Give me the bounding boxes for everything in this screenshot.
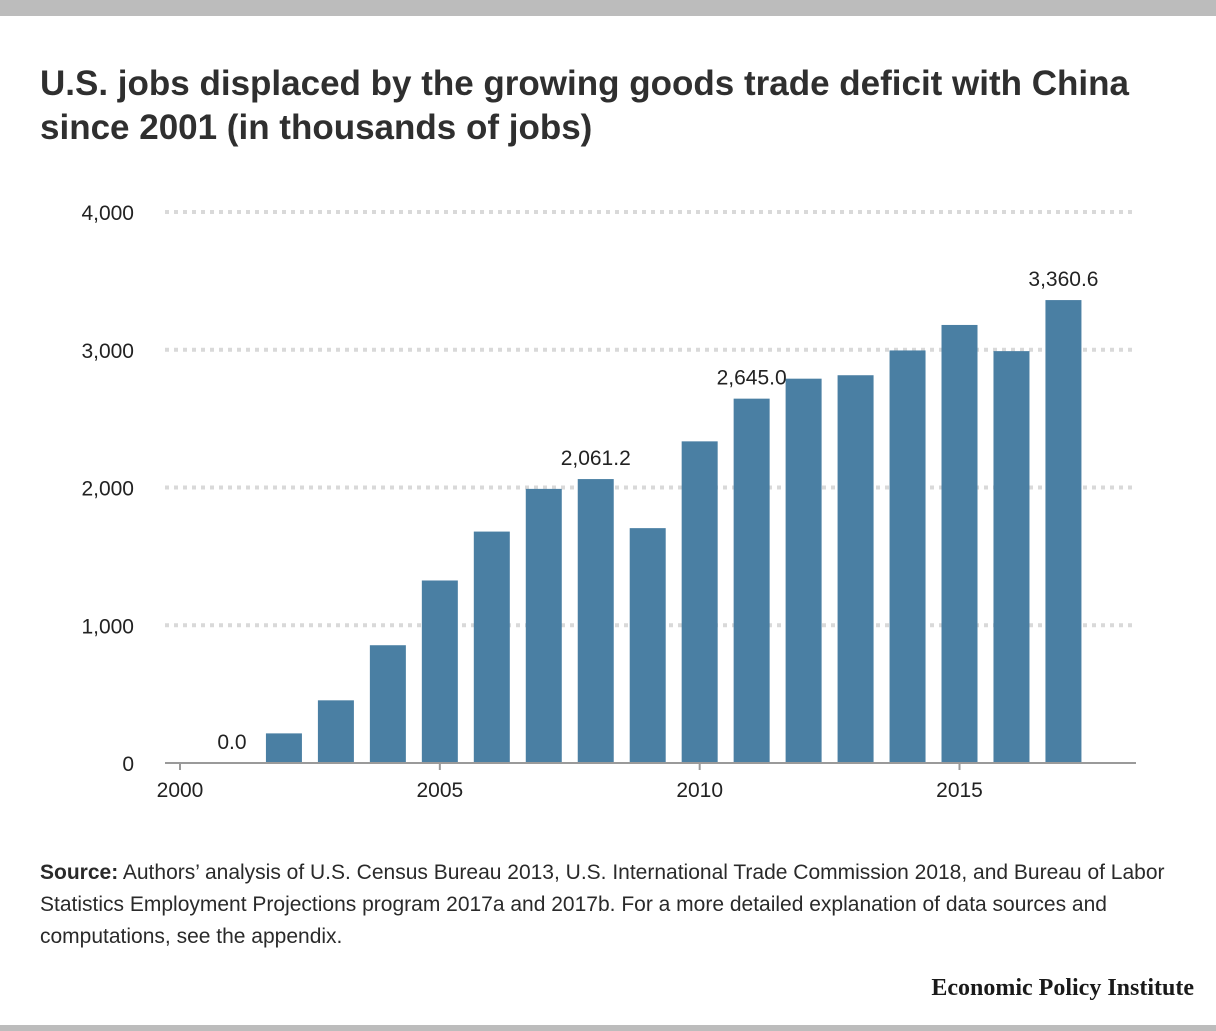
bar-2004 [369, 645, 406, 763]
y-tick-label: 0 [122, 753, 134, 776]
bar-2010 [681, 441, 718, 763]
data-label-2008: 2,061.2 [561, 447, 631, 470]
y-tick-label: 3,000 [81, 340, 134, 363]
y-tick-label: 1,000 [81, 615, 134, 638]
bar-2003 [317, 700, 354, 763]
bar-2017 [1045, 300, 1082, 763]
data-label-2011: 2,645.0 [717, 367, 787, 390]
x-tick-label: 2005 [416, 779, 463, 802]
data-labels: 0.0 2,061.2 2,645.0 3,360.6 [217, 268, 1098, 754]
source-note: Source: Authors’ analysis of U.S. Census… [40, 857, 1190, 953]
brand-logo-text: Economic Policy Institute [931, 975, 1194, 1001]
bottom-frame-bar [0, 1025, 1216, 1031]
data-label-2017: 3,360.6 [1028, 268, 1098, 291]
x-tick-label: 2015 [936, 779, 983, 802]
bar-2016 [993, 351, 1030, 763]
data-label-2001: 0.0 [217, 731, 246, 754]
top-frame-bar [0, 0, 1216, 16]
y-tick-label: 2,000 [81, 478, 134, 501]
source-label: Source: [40, 861, 119, 884]
chart-title: U.S. jobs displaced by the growing goods… [40, 64, 1129, 147]
source-text: Authors’ analysis of U.S. Census Bureau … [40, 861, 1165, 948]
bar-2006 [473, 531, 510, 763]
bar-2005 [421, 580, 458, 763]
bar-2015 [941, 324, 978, 763]
y-tick-label: 4,000 [81, 202, 134, 225]
bar-2008 [577, 479, 614, 763]
bar-chart: 0 1,000 2,000 3,000 4,000 2000 2005 2010 2015 0.… [81, 202, 1136, 802]
bar-2012 [785, 378, 822, 763]
bar-2009 [629, 528, 666, 763]
x-tick-label: 2000 [157, 779, 204, 802]
axes: 0 1,000 2,000 3,000 4,000 2000 2005 2010 2015 [81, 202, 1136, 802]
bar-2007 [525, 488, 562, 763]
bars [265, 300, 1082, 763]
bar-2002 [265, 733, 302, 763]
bar-2011 [733, 398, 770, 763]
bar-2013 [837, 375, 874, 763]
x-tick-label: 2010 [676, 779, 723, 802]
bar-2014 [889, 350, 926, 763]
